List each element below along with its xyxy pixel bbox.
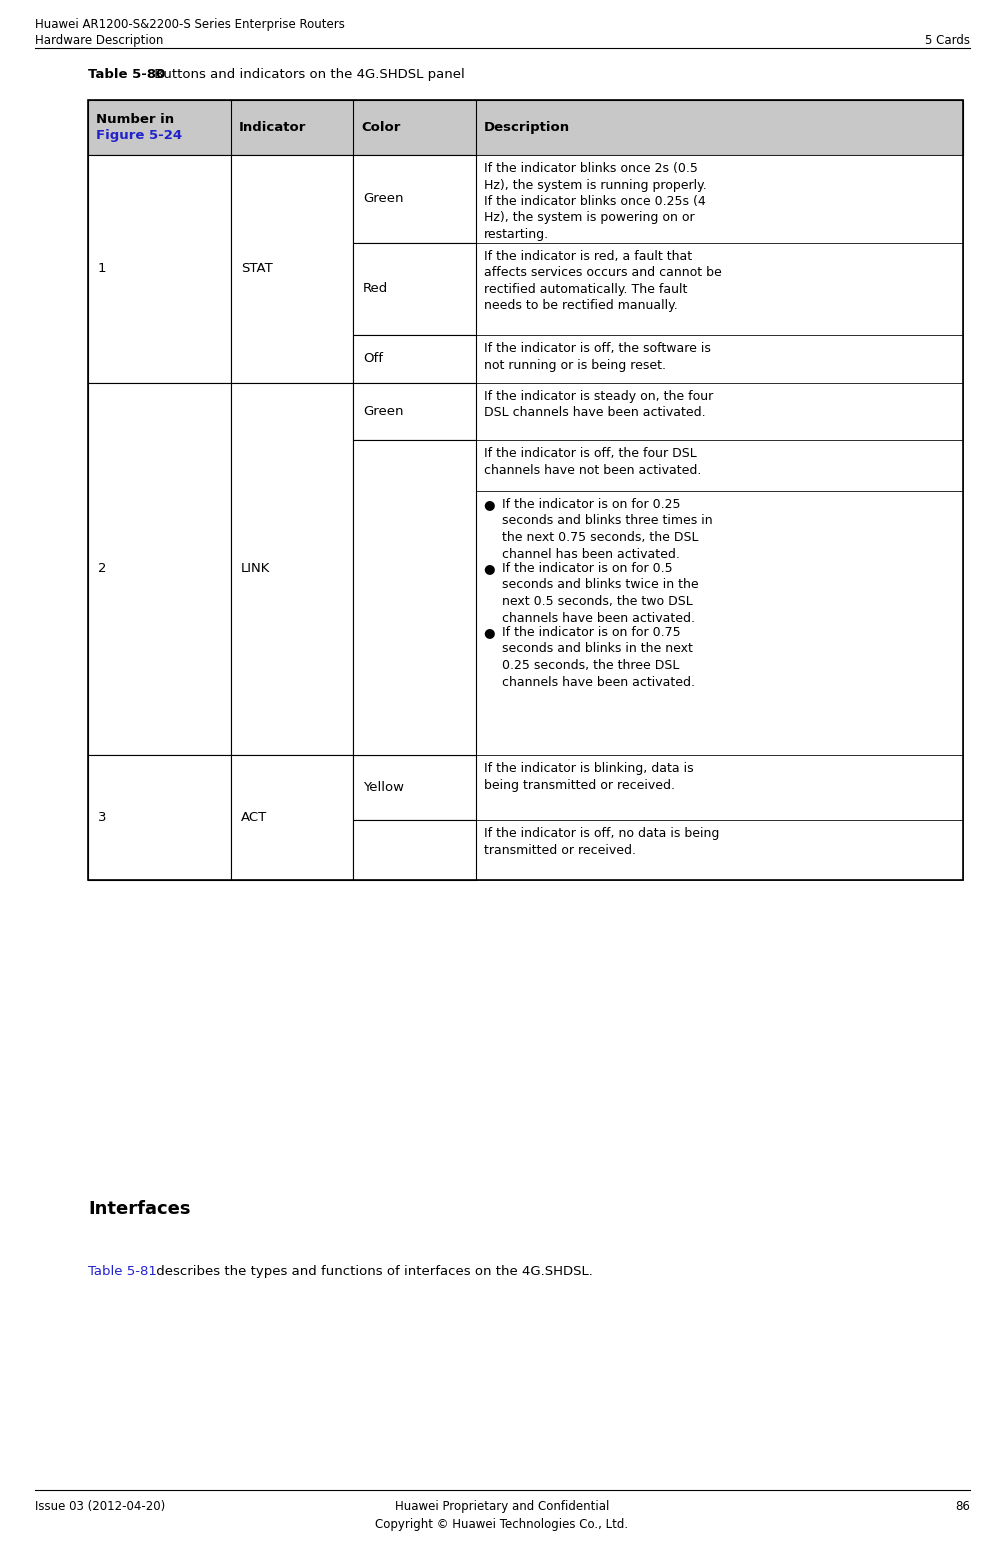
Text: Red: Red	[363, 282, 388, 296]
Bar	[475, 155, 963, 243]
Bar	[230, 335, 353, 382]
Bar	[230, 382, 353, 440]
Bar	[230, 243, 353, 335]
Text: 1: 1	[98, 263, 107, 276]
Text: Indicator: Indicator	[238, 121, 306, 135]
Text: Table 5-81: Table 5-81	[88, 1265, 157, 1279]
Text: Color: Color	[361, 121, 401, 135]
Bar	[475, 755, 963, 820]
Text: Issue 03 (2012-04-20): Issue 03 (2012-04-20)	[35, 1500, 165, 1514]
Text: Huawei AR1200-S&2200-S Series Enterprise Routers: Huawei AR1200-S&2200-S Series Enterprise…	[35, 17, 345, 31]
Bar	[353, 755, 475, 820]
Bar	[88, 155, 230, 382]
Bar	[475, 490, 963, 755]
Text: 2: 2	[98, 563, 107, 575]
Bar	[475, 440, 963, 490]
Bar	[88, 382, 230, 440]
Bar	[88, 243, 230, 335]
Bar	[353, 382, 475, 440]
Text: Green: Green	[363, 404, 404, 418]
Bar	[230, 440, 353, 490]
Text: Hardware Description: Hardware Description	[35, 34, 164, 47]
Text: Buttons and indicators on the 4G.SHDSL panel: Buttons and indicators on the 4G.SHDSL p…	[150, 67, 464, 81]
Text: Number in: Number in	[96, 113, 174, 125]
Bar	[353, 755, 475, 820]
Text: STAT: STAT	[240, 263, 272, 276]
Bar	[88, 100, 963, 881]
Text: 5 Cards: 5 Cards	[925, 34, 970, 47]
Bar	[88, 755, 230, 820]
Text: If the indicator is off, the four DSL
channels have not been activated.: If the indicator is off, the four DSL ch…	[483, 447, 701, 476]
Text: Interfaces: Interfaces	[88, 1200, 191, 1218]
Text: Yellow: Yellow	[363, 780, 404, 794]
Text: If the indicator is red, a fault that
affects services occurs and cannot be
rect: If the indicator is red, a fault that af…	[483, 251, 722, 312]
Bar	[353, 490, 475, 755]
Text: Green: Green	[363, 193, 404, 205]
Bar	[88, 335, 230, 382]
Bar	[353, 335, 475, 382]
Text: ●: ●	[483, 563, 495, 575]
Text: LINK: LINK	[240, 563, 270, 575]
Bar	[88, 820, 230, 881]
Text: describes the types and functions of interfaces on the 4G.SHDSL.: describes the types and functions of int…	[152, 1265, 593, 1279]
Bar	[88, 100, 963, 155]
Bar	[230, 155, 353, 382]
Text: ●: ●	[483, 498, 495, 511]
Bar	[475, 382, 963, 440]
Bar	[230, 820, 353, 881]
Bar	[353, 243, 475, 335]
Bar	[475, 820, 963, 881]
Text: If the indicator is steady on, the four
DSL channels have been activated.: If the indicator is steady on, the four …	[483, 390, 713, 420]
Text: Off: Off	[363, 353, 383, 365]
Text: Figure 5-24: Figure 5-24	[96, 128, 182, 143]
Text: If the indicator blinks once 2s (0.5
Hz), the system is running properly.
If the: If the indicator blinks once 2s (0.5 Hz)…	[483, 161, 707, 241]
Bar	[88, 440, 230, 490]
Bar	[353, 335, 475, 382]
Bar	[353, 243, 475, 335]
Text: If the indicator is on for 0.5
seconds and blinks twice in the
next 0.5 seconds,: If the indicator is on for 0.5 seconds a…	[501, 563, 698, 625]
Bar	[88, 755, 230, 881]
Bar	[353, 440, 475, 490]
Bar	[353, 382, 475, 440]
Bar	[353, 155, 475, 243]
Bar	[88, 382, 230, 755]
Text: Description: Description	[483, 121, 570, 135]
Bar	[475, 243, 963, 335]
Text: Huawei Proprietary and Confidential: Huawei Proprietary and Confidential	[395, 1500, 609, 1514]
Bar	[230, 755, 353, 881]
Bar	[475, 335, 963, 382]
Text: If the indicator is on for 0.25
seconds and blinks three times in
the next 0.75 : If the indicator is on for 0.25 seconds …	[501, 498, 713, 561]
Bar	[230, 755, 353, 820]
Text: 86: 86	[955, 1500, 970, 1514]
Bar	[230, 155, 353, 243]
Text: If the indicator is off, no data is being
transmitted or received.: If the indicator is off, no data is bein…	[483, 827, 719, 857]
Bar	[88, 490, 230, 755]
Bar	[230, 490, 353, 755]
Bar	[353, 820, 475, 881]
Text: If the indicator is blinking, data is
being transmitted or received.: If the indicator is blinking, data is be…	[483, 762, 693, 791]
Text: Copyright © Huawei Technologies Co., Ltd.: Copyright © Huawei Technologies Co., Ltd…	[376, 1518, 628, 1531]
Bar	[230, 382, 353, 755]
Bar	[353, 820, 475, 881]
Text: ACT: ACT	[240, 812, 267, 824]
Text: ●: ●	[483, 625, 495, 639]
Text: Table 5-80: Table 5-80	[88, 67, 166, 81]
Bar	[353, 440, 475, 755]
Text: If the indicator is off, the software is
not running or is being reset.: If the indicator is off, the software is…	[483, 342, 711, 371]
Text: If the indicator is on for 0.75
seconds and blinks in the next
0.25 seconds, the: If the indicator is on for 0.75 seconds …	[501, 625, 694, 688]
Bar	[88, 155, 230, 243]
Text: 3: 3	[98, 812, 107, 824]
Bar	[353, 155, 475, 243]
